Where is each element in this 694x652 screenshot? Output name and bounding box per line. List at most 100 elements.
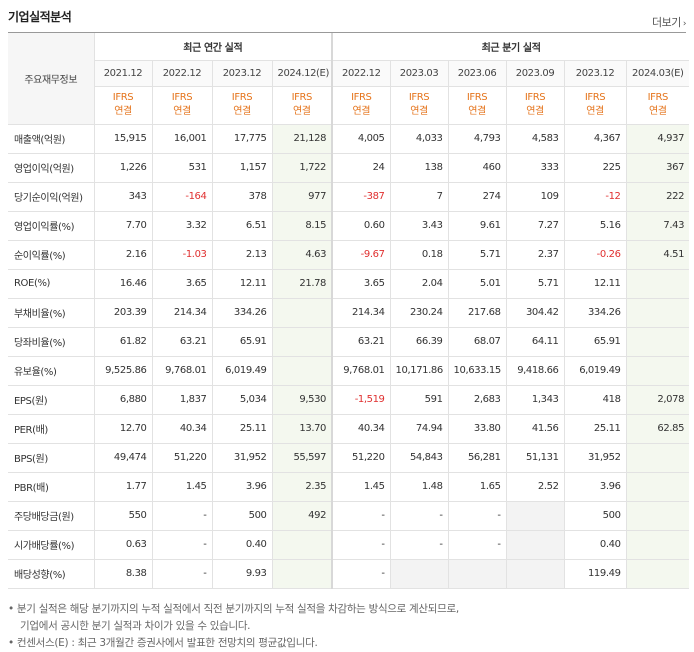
row-label: 당기순이익(억원) (8, 182, 94, 211)
table-cell: 3.96 (564, 472, 626, 501)
table-cell: - (152, 530, 212, 559)
row-header-label: 주요재무정보 (8, 33, 94, 124)
quarter-group-header: 최근 분기 실적 (332, 33, 689, 60)
row-label: ROE(%) (8, 269, 94, 298)
table-cell: 55,597 (272, 443, 332, 472)
table-cell: 3.65 (152, 269, 212, 298)
consolidated-label: 연결 (512, 105, 559, 119)
table-cell: 0.18 (390, 240, 448, 269)
table-cell: 3.43 (390, 211, 448, 240)
ifrs-label: IFRS (454, 91, 501, 105)
table-cell: 6.51 (212, 211, 272, 240)
table-cell: 9,418.66 (506, 356, 564, 385)
table-cell: 12.11 (212, 269, 272, 298)
period-header: 2022.12 (332, 60, 390, 86)
table-cell: 3.32 (152, 211, 212, 240)
table-cell: 333 (506, 153, 564, 182)
ifrs-label: IFRS (158, 91, 207, 105)
table-cell: 367 (626, 153, 689, 182)
table-cell: - (448, 501, 506, 530)
table-row: PBR(배) 1.77 1.45 3.96 2.35 1.45 1.48 1.65 2.52 3.… (8, 472, 689, 501)
table-cell: - (390, 501, 448, 530)
table-cell: 378 (212, 182, 272, 211)
table-cell: 230.24 (390, 298, 448, 327)
table-cell (626, 559, 689, 588)
consolidated-label: 연결 (100, 105, 147, 119)
table-cell: 1.48 (390, 472, 448, 501)
period-header: 2021.12 (94, 60, 152, 86)
ifrs-label: IFRS (338, 91, 385, 105)
table-cell: 51,131 (506, 443, 564, 472)
period-header-row: 2021.12 2022.12 2023.12 2024.12(E) 2022.12 20… (8, 60, 689, 86)
table-cell: 6,019.49 (564, 356, 626, 385)
table-cell: -164 (152, 182, 212, 211)
ifrs-header: IFRS 연결 (212, 86, 272, 124)
table-cell: 217.68 (448, 298, 506, 327)
table-cell: 40.34 (332, 414, 390, 443)
row-label: EPS(원) (8, 385, 94, 414)
table-row: 배당성향(%) 8.38-9.93-119.49 (8, 559, 689, 588)
table-cell: 21.78 (272, 269, 332, 298)
table-cell: 51,220 (152, 443, 212, 472)
table-cell: 3.65 (332, 269, 390, 298)
table-cell: 2.52 (506, 472, 564, 501)
table-row: 당좌비율(%) 61.82 63.21 65.91 63.21 66.39 68.07 64.… (8, 327, 689, 356)
table-cell: 5.71 (506, 269, 564, 298)
table-cell: -9.67 (332, 240, 390, 269)
table-cell (506, 559, 564, 588)
table-cell: 7.27 (506, 211, 564, 240)
table-cell: 25.11 (564, 414, 626, 443)
annual-group-header: 최근 연간 실적 (94, 33, 332, 60)
table-cell: -0.26 (564, 240, 626, 269)
ifrs-header: IFRS 연결 (332, 86, 390, 124)
table-cell: 49,474 (94, 443, 152, 472)
table-cell: 68.07 (448, 327, 506, 356)
table-cell: 418 (564, 385, 626, 414)
ifrs-label: IFRS (570, 91, 621, 105)
ifrs-header: IFRS 연결 (390, 86, 448, 124)
table-row: BPS(원) 49,474 51,220 31,952 55,597 51,220 54,8… (8, 443, 689, 472)
consolidated-label: 연결 (396, 105, 443, 119)
table-cell: 531 (152, 153, 212, 182)
table-cell: 304.42 (506, 298, 564, 327)
table-cell: 17,775 (212, 124, 272, 153)
period-header: 2023.12 (212, 60, 272, 86)
table-cell: 9,768.01 (332, 356, 390, 385)
more-link[interactable]: 더보기 › (652, 14, 686, 30)
table-cell: 225 (564, 153, 626, 182)
row-label: 당좌비율(%) (8, 327, 94, 356)
table-cell: 4.63 (272, 240, 332, 269)
table-cell: 1,157 (212, 153, 272, 182)
table-cell: 274 (448, 182, 506, 211)
table-cell: 203.39 (94, 298, 152, 327)
table-cell: - (332, 559, 390, 588)
row-label: 부채비율(%) (8, 298, 94, 327)
table-cell: 138 (390, 153, 448, 182)
ifrs-header: IFRS 연결 (506, 86, 564, 124)
table-cell: 1,837 (152, 385, 212, 414)
table-cell: 2.16 (94, 240, 152, 269)
table-cell: 51,220 (332, 443, 390, 472)
table-cell (272, 530, 332, 559)
row-label: 영업이익(억원) (8, 153, 94, 182)
table-cell: 12.70 (94, 414, 152, 443)
table-cell: 2.37 (506, 240, 564, 269)
table-cell: 2,078 (626, 385, 689, 414)
period-header: 2023.03 (390, 60, 448, 86)
table-row: 영업이익률(%) 7.70 3.32 6.51 8.15 0.60 3.43 9.61 7.27… (8, 211, 689, 240)
table-cell: 3.96 (212, 472, 272, 501)
table-cell (626, 443, 689, 472)
table-cell: 334.26 (564, 298, 626, 327)
table-cell: 492 (272, 501, 332, 530)
table-cell: -387 (332, 182, 390, 211)
table-cell: - (390, 530, 448, 559)
footnotes: • 분기 실적은 해당 분기까지의 누적 실적에서 직전 분기까지의 누적 실적… (8, 601, 459, 652)
consolidated-label: 연결 (632, 105, 685, 119)
table-cell: 1,722 (272, 153, 332, 182)
footnote-quarter-cont: 기업에서 공시한 분기 실적과 차이가 있을 수 있습니다. (8, 618, 459, 635)
table-row: 순이익률(%) 2.16 -1.03 2.13 4.63 -9.67 0.18 5.71 2.3… (8, 240, 689, 269)
period-header: 2024.12(E) (272, 60, 332, 86)
period-header: 2023.12 (564, 60, 626, 86)
table-cell: 7.43 (626, 211, 689, 240)
table-cell: 2,683 (448, 385, 506, 414)
